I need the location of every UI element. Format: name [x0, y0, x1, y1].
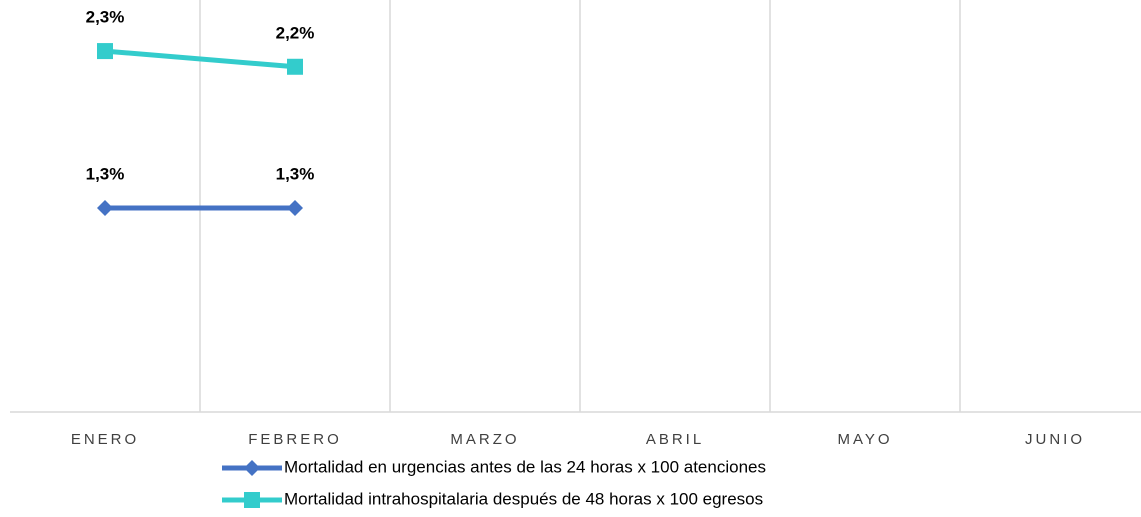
- data-label: 1,3%: [276, 164, 315, 183]
- marker: [287, 200, 303, 216]
- x-tick-label: MAYO: [837, 431, 892, 448]
- marker: [287, 58, 303, 75]
- marker: [97, 200, 113, 216]
- data-label: 2,2%: [276, 23, 315, 42]
- legend-label: Mortalidad intrahospitalaria después de …: [284, 489, 763, 508]
- x-tick-label: JUNIO: [1025, 431, 1085, 448]
- data-label: 1,3%: [86, 164, 125, 183]
- x-tick-label: ABRIL: [646, 431, 704, 448]
- x-tick-label: ENERO: [71, 431, 139, 448]
- series-line: [104, 48, 296, 70]
- legend-label: Mortalidad en urgencias antes de las 24 …: [284, 457, 766, 476]
- marker: [244, 460, 260, 476]
- marker: [97, 43, 113, 60]
- x-tick-label: FEBRERO: [248, 431, 342, 448]
- x-tick-label: MARZO: [450, 431, 519, 448]
- marker: [244, 492, 260, 508]
- data-label: 2,3%: [86, 8, 125, 27]
